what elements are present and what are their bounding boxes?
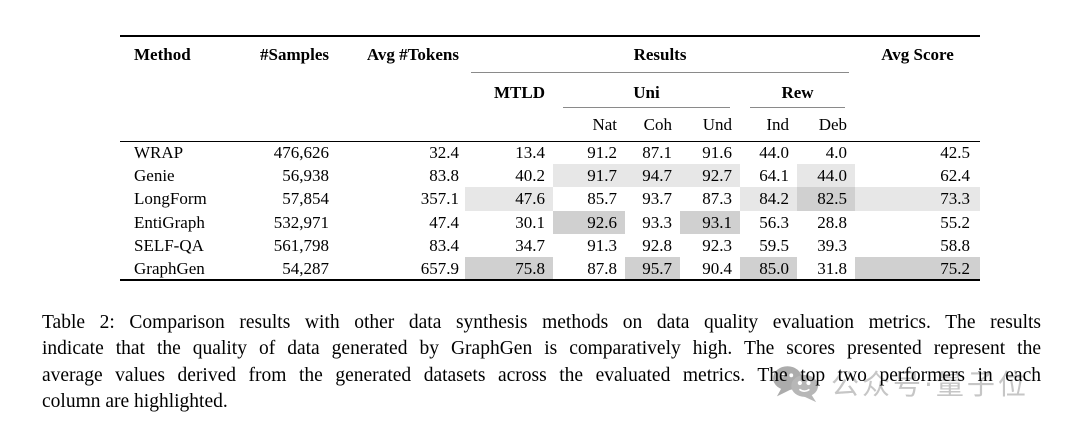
caption-line: Table 2: Comparison results with other d… [42, 312, 1041, 333]
cell-nat: 85.7 [587, 189, 617, 209]
header-row-subgroups: MTLD Uni Rew [120, 73, 980, 109]
table-caption: Table 2: Comparison results with other d… [42, 310, 1041, 416]
cell-coh: 93.7 [642, 189, 672, 209]
cell-tokens: 357.1 [420, 189, 459, 209]
cell-deb: 31.8 [797, 256, 856, 282]
header-row-groups: Method #Samples Avg #Tokens Results Avg … [120, 36, 981, 142]
col-header-deb: Deb [797, 109, 856, 142]
col-header-ind: Ind [740, 109, 797, 142]
cell-tokens: 32.4 [429, 143, 459, 163]
uni-group-label: Uni [563, 73, 730, 108]
col-header-method: Method [120, 36, 235, 142]
cell-deb: 39.3 [817, 235, 848, 255]
table-row: LongForm 57,854 357.1 47.6 85.7 93.7 87.3 84.2 8… [120, 187, 981, 211]
table-body: WRAP 476,626 32.4 13.4 91.2 87.1 91.6 44.0 4.0 42… [120, 141, 981, 282]
col-header-results-group: Results [465, 36, 855, 73]
cell-und: 93.1 [680, 210, 740, 234]
cell-deb: 82.5 [797, 187, 856, 211]
cell-und: 92.3 [702, 235, 732, 255]
cell-samples: 532,971 [273, 212, 329, 232]
cell-method: WRAP [134, 143, 184, 163]
cell-tokens: 657.9 [335, 256, 465, 282]
cell-coh: 95.7 [625, 256, 680, 282]
cell-method: Genie [134, 166, 175, 186]
cell-avg: 55.2 [940, 212, 971, 232]
table-row: Genie 56,938 83.8 40.2 91.7 94.7 92.7 64.1 44.0 6… [120, 164, 980, 188]
cell-deb: 28.8 [817, 212, 848, 232]
table-row: GraphGen 54,287 657.9 75.8 87.8 95.7 90.4 85.0 3… [120, 256, 981, 282]
cell-method: GraphGen [120, 256, 235, 282]
cell-samples: 54,287 [235, 256, 335, 282]
col-header-und: Und [680, 109, 740, 142]
cell-mtld: 47.6 [465, 187, 553, 211]
header-row-metrics: Nat Coh Und Ind Deb [120, 109, 980, 142]
col-header-mtld-spacer [465, 109, 553, 142]
col-header-coh: Coh [625, 109, 680, 142]
caption-line: column are highlighted. [42, 391, 228, 413]
cell-mtld: 75.8 [465, 256, 553, 282]
cell-ind: 64.1 [759, 166, 789, 186]
cell-samples: 561,798 [273, 235, 329, 255]
col-header-nat: Nat [553, 109, 625, 142]
cell-coh: 94.7 [625, 164, 680, 188]
comparison-table: Method #Samples Avg #Tokens Results Avg … [120, 35, 981, 282]
cell-coh: 93.3 [642, 212, 672, 232]
cell-und: 91.6 [702, 143, 732, 163]
rew-group-label: Rew [750, 73, 846, 108]
cell-nat: 91.3 [587, 235, 617, 255]
table-row: WRAP 476,626 32.4 13.4 91.2 87.1 91.6 44.0 4.0 42… [120, 141, 980, 164]
results-group-label: Results [471, 37, 850, 73]
cell-mtld: 40.2 [515, 166, 545, 186]
cell-ind: 85.0 [740, 256, 797, 282]
cell-avg: 73.3 [855, 187, 981, 211]
caption-line: average values derived from the generate… [42, 364, 1041, 386]
cell-deb: 44.0 [797, 164, 856, 188]
watermark: 公众号·量子位 [768, 361, 1029, 405]
cell-ind: 59.5 [759, 235, 789, 255]
cell-method: LongForm [134, 189, 207, 209]
cell-method: EntiGraph [134, 212, 205, 232]
cell-avg: 75.2 [855, 256, 981, 282]
cell-deb: 4.0 [825, 143, 848, 163]
cell-nat: 87.8 [553, 256, 625, 282]
cell-tokens: 47.4 [429, 212, 459, 232]
cell-avg: 42.5 [940, 143, 971, 163]
col-header-uni-group: Uni [553, 73, 740, 109]
col-header-mtld: MTLD [465, 73, 553, 109]
cell-ind: 56.3 [759, 212, 789, 232]
table-row: EntiGraph 532,971 47.4 30.1 92.6 93.3 93.1 56.3… [120, 210, 980, 234]
col-header-avg-score: Avg Score [855, 36, 981, 142]
cell-und: 87.3 [702, 189, 732, 209]
cell-und: 90.4 [680, 256, 740, 282]
cell-mtld: 13.4 [515, 143, 545, 163]
cell-tokens: 83.4 [429, 235, 459, 255]
cell-mtld: 34.7 [515, 235, 545, 255]
cell-und: 92.7 [680, 164, 740, 188]
cell-avg: 62.4 [940, 166, 971, 186]
table-row: SELF-QA 561,798 83.4 34.7 91.3 92.8 92.3 59.5 39… [120, 234, 980, 257]
watermark-text: 公众号·量子位 [831, 368, 1029, 401]
cell-avg: 58.8 [940, 235, 971, 255]
cell-nat: 91.2 [587, 143, 617, 163]
cell-ind: 44.0 [759, 143, 789, 163]
cell-nat: 92.6 [553, 210, 625, 234]
cell-method: SELF-QA [134, 235, 204, 255]
mtld-label: MTLD [494, 83, 545, 102]
cell-coh: 92.8 [642, 235, 672, 255]
col-header-rew-group: Rew [740, 73, 855, 109]
wechat-icon [773, 366, 819, 403]
cell-coh: 87.1 [642, 143, 672, 163]
cell-nat: 91.7 [553, 164, 625, 188]
col-header-samples: #Samples [235, 36, 335, 142]
caption-line: indicate that the quality of data genera… [42, 338, 1041, 360]
cell-ind: 84.2 [740, 187, 797, 211]
col-header-avg-tokens: Avg #Tokens [335, 36, 465, 142]
cell-samples: 56,938 [282, 166, 329, 186]
cell-samples: 476,626 [273, 143, 329, 163]
cell-mtld: 30.1 [515, 212, 545, 232]
results-table: Method #Samples Avg #Tokens Results Avg … [120, 35, 981, 282]
cell-samples: 57,854 [282, 189, 329, 209]
cell-tokens: 83.8 [429, 166, 459, 186]
